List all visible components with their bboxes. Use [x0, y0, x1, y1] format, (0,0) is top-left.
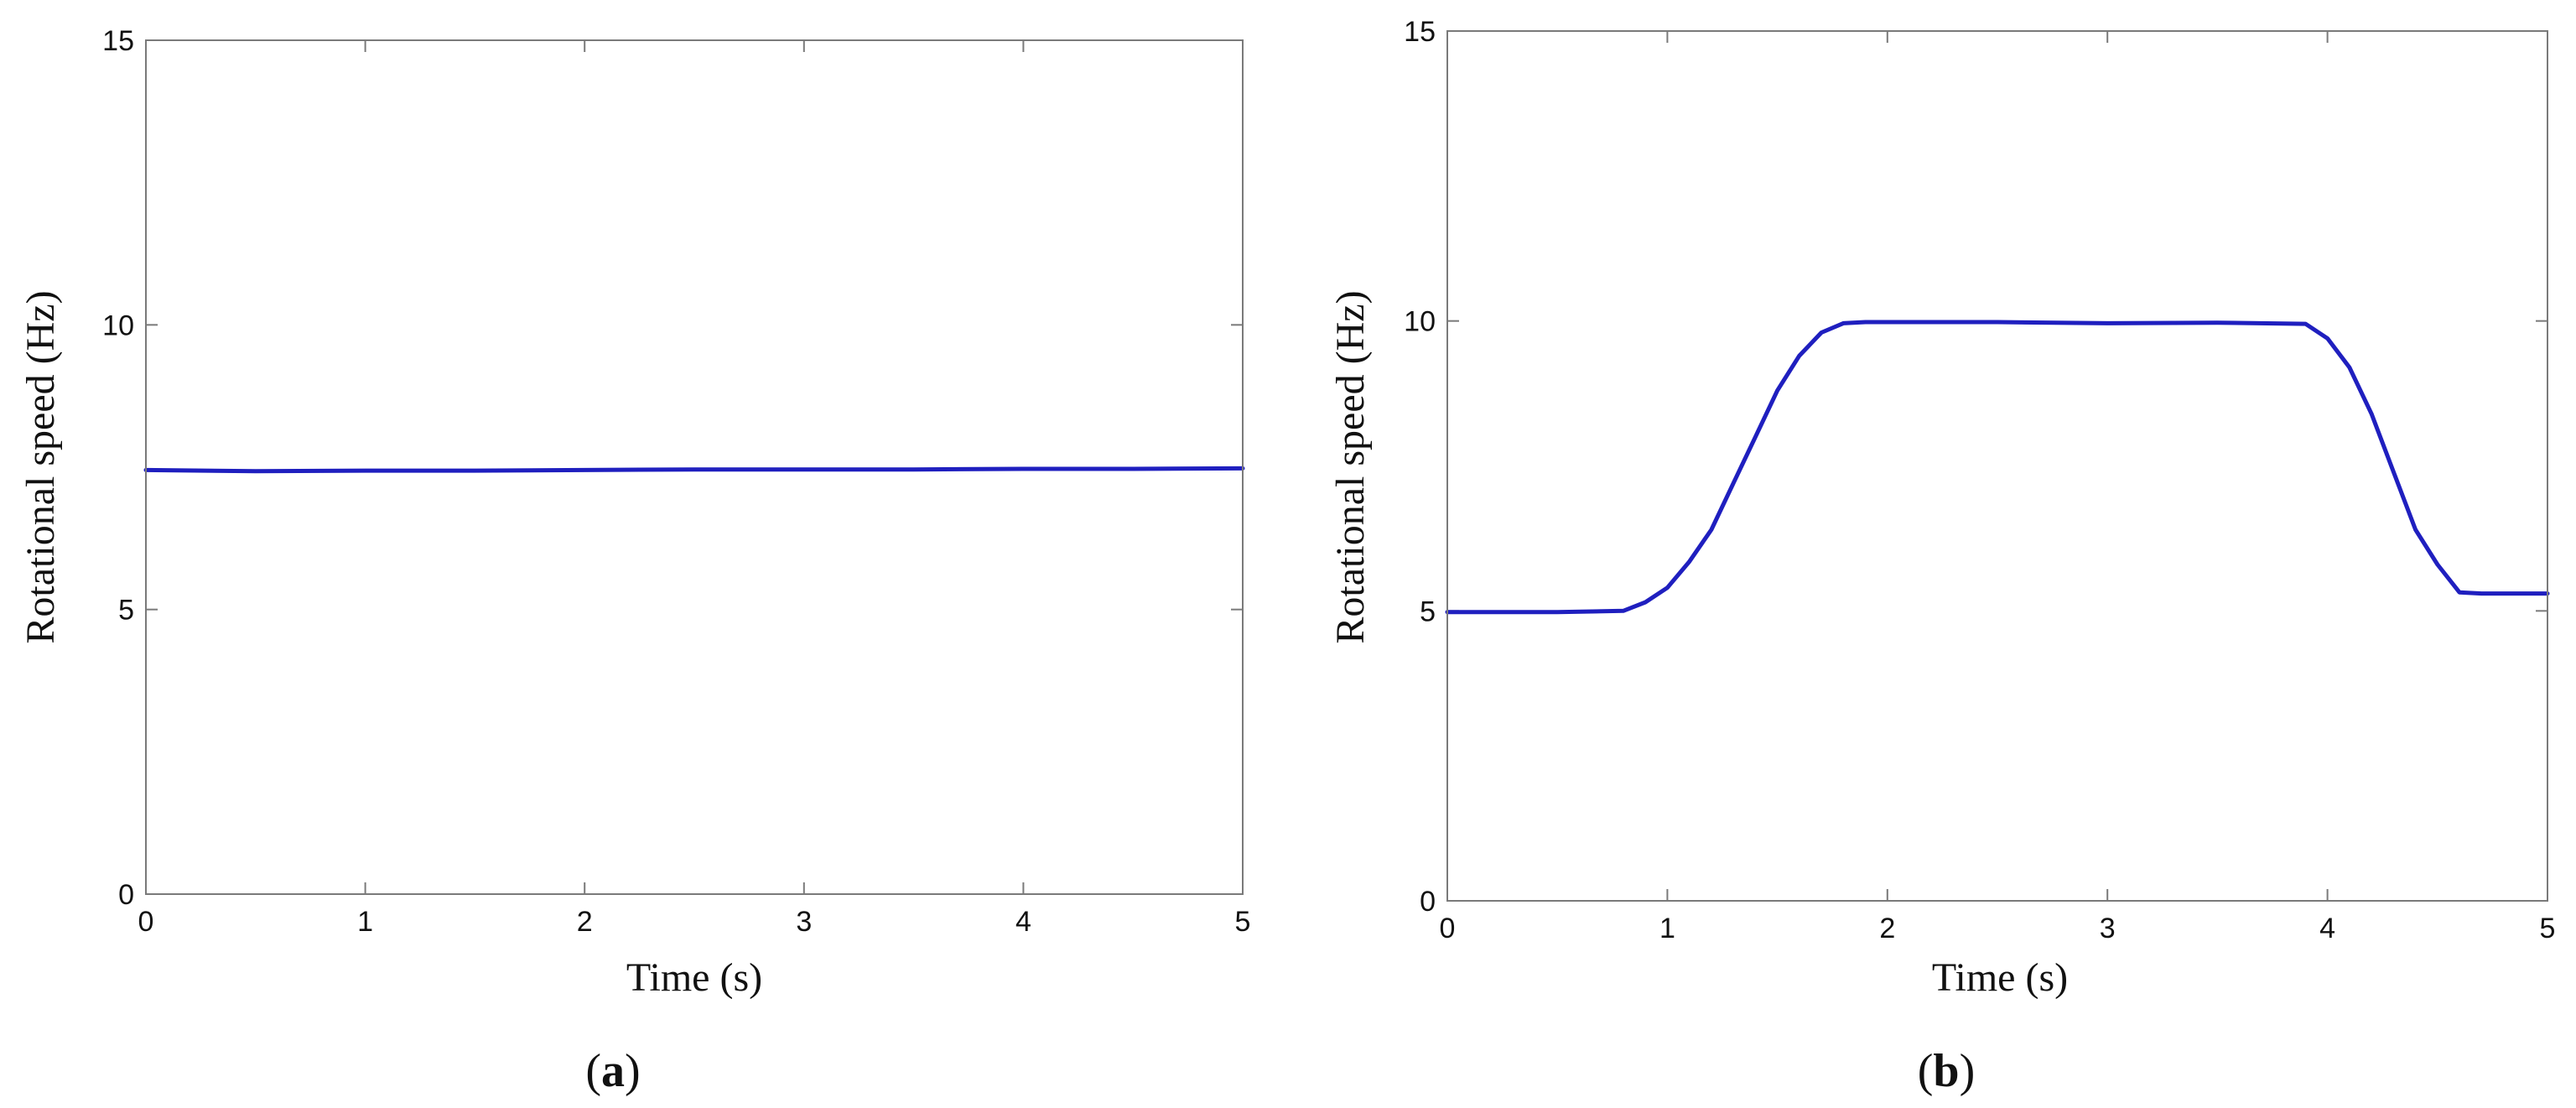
panel-b-label-letter: b: [1933, 1045, 1959, 1097]
panel-a-x-tick-label: 2: [577, 906, 593, 938]
panel-a-y-tick-label: 0: [118, 879, 134, 911]
panel-b-x-tick-label: 4: [2319, 913, 2335, 944]
panel-a-y-tick-label: 10: [102, 310, 134, 341]
panel-a-x-tick-label: 3: [796, 906, 812, 938]
panel-a-x-tick-label: 5: [1235, 906, 1251, 938]
panel-b: 0 1 2 3 4 5 0 5 10 15 Time (s) Rotational speed (…: [1328, 16, 2555, 1097]
panel-b-series-line: [1445, 320, 2550, 615]
panel-b-x-axis-title: Time (s): [1932, 955, 2068, 1000]
panel-b-y-tick-label: 10: [1404, 306, 1436, 338]
panel-a-x-tick-label: 1: [357, 906, 373, 938]
panel-b-y-tick-label: 15: [1404, 16, 1436, 48]
panel-b-y-axis-title: Rotational speed (Hz): [1328, 290, 1373, 643]
panel-b-series: [1445, 320, 2550, 615]
panel-a-y-tick-label: 5: [118, 595, 134, 627]
panel-a-series: [143, 466, 1245, 474]
panel-a-x-tick-label: 0: [138, 906, 154, 938]
panel-b-label: (b): [1918, 1045, 1975, 1097]
panel-b-x-tick-label: 5: [2540, 913, 2556, 944]
panel-a-plot-frame: [145, 39, 1244, 895]
panel-a-y-tick-label: 15: [102, 25, 134, 57]
panel-a-series-line: [143, 466, 1245, 474]
panel-a-x-tick-label: 4: [1015, 906, 1031, 938]
panel-b-x-tick-label: 3: [2100, 913, 2116, 944]
panel-a: 0 1 2 3 4 5 0 5 10 15 Time (s) Rotational speed (…: [18, 25, 1250, 1097]
panel-a-label: (a): [585, 1045, 640, 1097]
panel-b-x-tick-label: 1: [1659, 913, 1675, 944]
panel-a-label-letter: a: [601, 1045, 625, 1097]
panel-b-plot-frame: [1446, 30, 2548, 902]
panel-a-ticks: 0 1 2 3 4 5 0 5 10 15: [102, 25, 1250, 938]
panel-b-x-tick-label: 0: [1440, 913, 1456, 944]
panel-b-y-tick-label: 0: [1420, 886, 1436, 918]
panel-b-y-tick-label: 5: [1420, 596, 1436, 627]
panel-a-x-axis-title: Time (s): [626, 955, 762, 1000]
panel-b-ticks: 0 1 2 3 4 5 0 5 10 15: [1404, 16, 2555, 944]
panel-a-y-axis-title: Rotational speed (Hz): [18, 290, 63, 643]
panel-b-x-tick-label: 2: [1879, 913, 1895, 944]
